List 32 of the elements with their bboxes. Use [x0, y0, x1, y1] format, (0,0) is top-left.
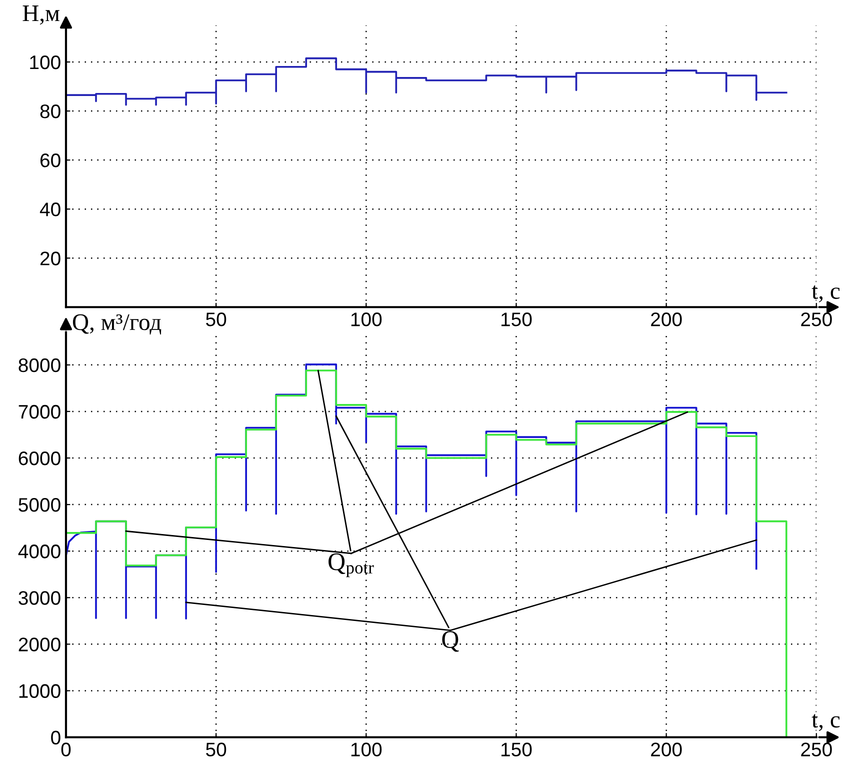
- line-series: [66, 57, 788, 106]
- x-tick-label: 250: [801, 312, 832, 326]
- x-tick-label: 0: [61, 742, 71, 756]
- x-tick-label: 200: [651, 312, 682, 326]
- y-tick-label: 6000: [18, 451, 60, 466]
- x-tick-label: 100: [351, 312, 382, 326]
- x-tick-label: 100: [351, 742, 382, 756]
- x-tick-label: 150: [501, 312, 532, 326]
- y-tick-label: 0: [51, 730, 60, 744]
- y-tick-label: 100: [30, 55, 60, 70]
- x-axis-title: t, c: [812, 714, 840, 732]
- y-tick-label: 3000: [18, 591, 60, 605]
- y-tick-label: 60: [40, 154, 60, 168]
- x-tick-label: 50: [206, 312, 226, 326]
- y-axis-title: Q, м³/год: [72, 314, 162, 334]
- x-tick-label: 250: [801, 742, 832, 756]
- x-tick-label: 200: [651, 742, 682, 756]
- annotation: Q: [442, 631, 459, 652]
- y-tick-label: 20: [40, 252, 60, 266]
- x-tick-label: 150: [501, 742, 532, 756]
- y-tick-label: 1000: [19, 684, 60, 698]
- y-tick-label: 2000: [18, 638, 60, 652]
- y-tick-label: 40: [40, 202, 60, 216]
- y-axis-title: H,м: [22, 6, 60, 25]
- y-tick-label: 4000: [18, 544, 60, 558]
- y-tick-label: 8000: [18, 358, 60, 372]
- annotation: Q$_{potr}$: [328, 553, 374, 578]
- y-tick-label: 7000: [18, 404, 60, 419]
- y-tick-label: 80: [40, 104, 60, 118]
- y-tick-label: 5000: [18, 498, 60, 512]
- x-axis-title: t, c: [812, 285, 840, 302]
- x-tick-label: 50: [206, 742, 226, 756]
